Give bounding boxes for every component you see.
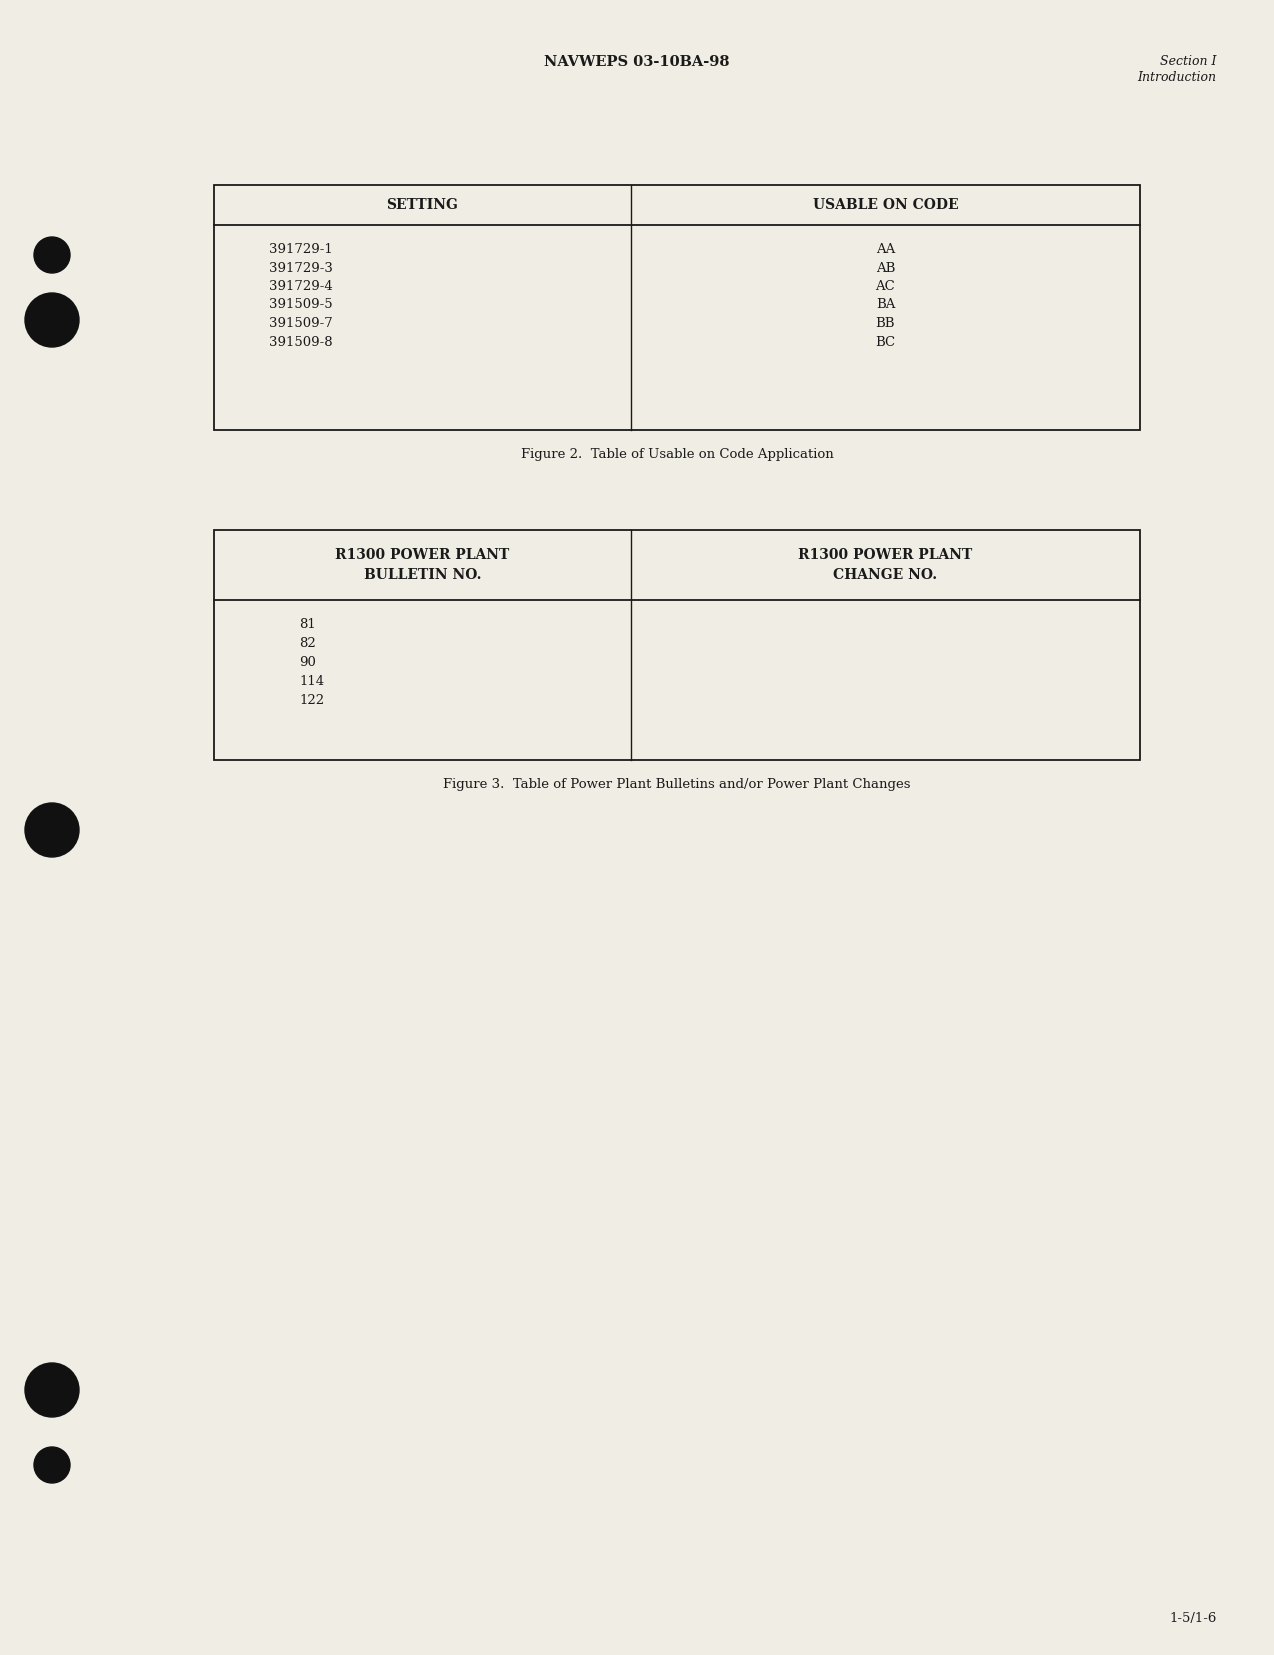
Text: BB: BB [875,318,896,329]
Text: SETTING: SETTING [386,199,459,212]
Text: Figure 2.  Table of Usable on Code Application: Figure 2. Table of Usable on Code Applic… [521,449,833,462]
Bar [214,530,1140,760]
Circle shape [25,1364,79,1417]
Text: Introduction: Introduction [1138,71,1217,84]
Circle shape [25,293,79,348]
Text: 391729-4: 391729-4 [269,280,333,293]
Text: BC: BC [875,336,896,349]
Text: Figure 3.  Table of Power Plant Bulletins and/or Power Plant Changes: Figure 3. Table of Power Plant Bulletins… [443,778,911,791]
Text: 391509-7: 391509-7 [269,318,333,329]
Circle shape [34,237,70,273]
Text: Section I: Section I [1161,55,1217,68]
Text: BA: BA [875,298,896,311]
Text: 391509-5: 391509-5 [269,298,333,311]
Text: 81: 81 [299,617,316,631]
Text: AC: AC [875,280,896,293]
Text: 114: 114 [299,675,324,688]
Text: AA: AA [875,243,896,257]
Text: NAVWEPS 03-10BA-98: NAVWEPS 03-10BA-98 [544,55,730,70]
Text: AB: AB [875,261,896,275]
Text: 391509-8: 391509-8 [269,336,333,349]
Text: R1300 POWER PLANT
CHANGE NO.: R1300 POWER PLANT CHANGE NO. [799,548,972,583]
Circle shape [34,1446,70,1483]
Text: 391729-3: 391729-3 [269,261,333,275]
Bar [214,185,1140,430]
Text: 122: 122 [299,693,324,707]
Text: 1-5/1-6: 1-5/1-6 [1170,1612,1217,1625]
Circle shape [25,803,79,857]
Text: USABLE ON CODE: USABLE ON CODE [813,199,958,212]
Text: 82: 82 [299,637,316,650]
Text: 90: 90 [299,655,316,669]
Text: 391729-1: 391729-1 [269,243,333,257]
Text: R1300 POWER PLANT
BULLETIN NO.: R1300 POWER PLANT BULLETIN NO. [335,548,510,583]
